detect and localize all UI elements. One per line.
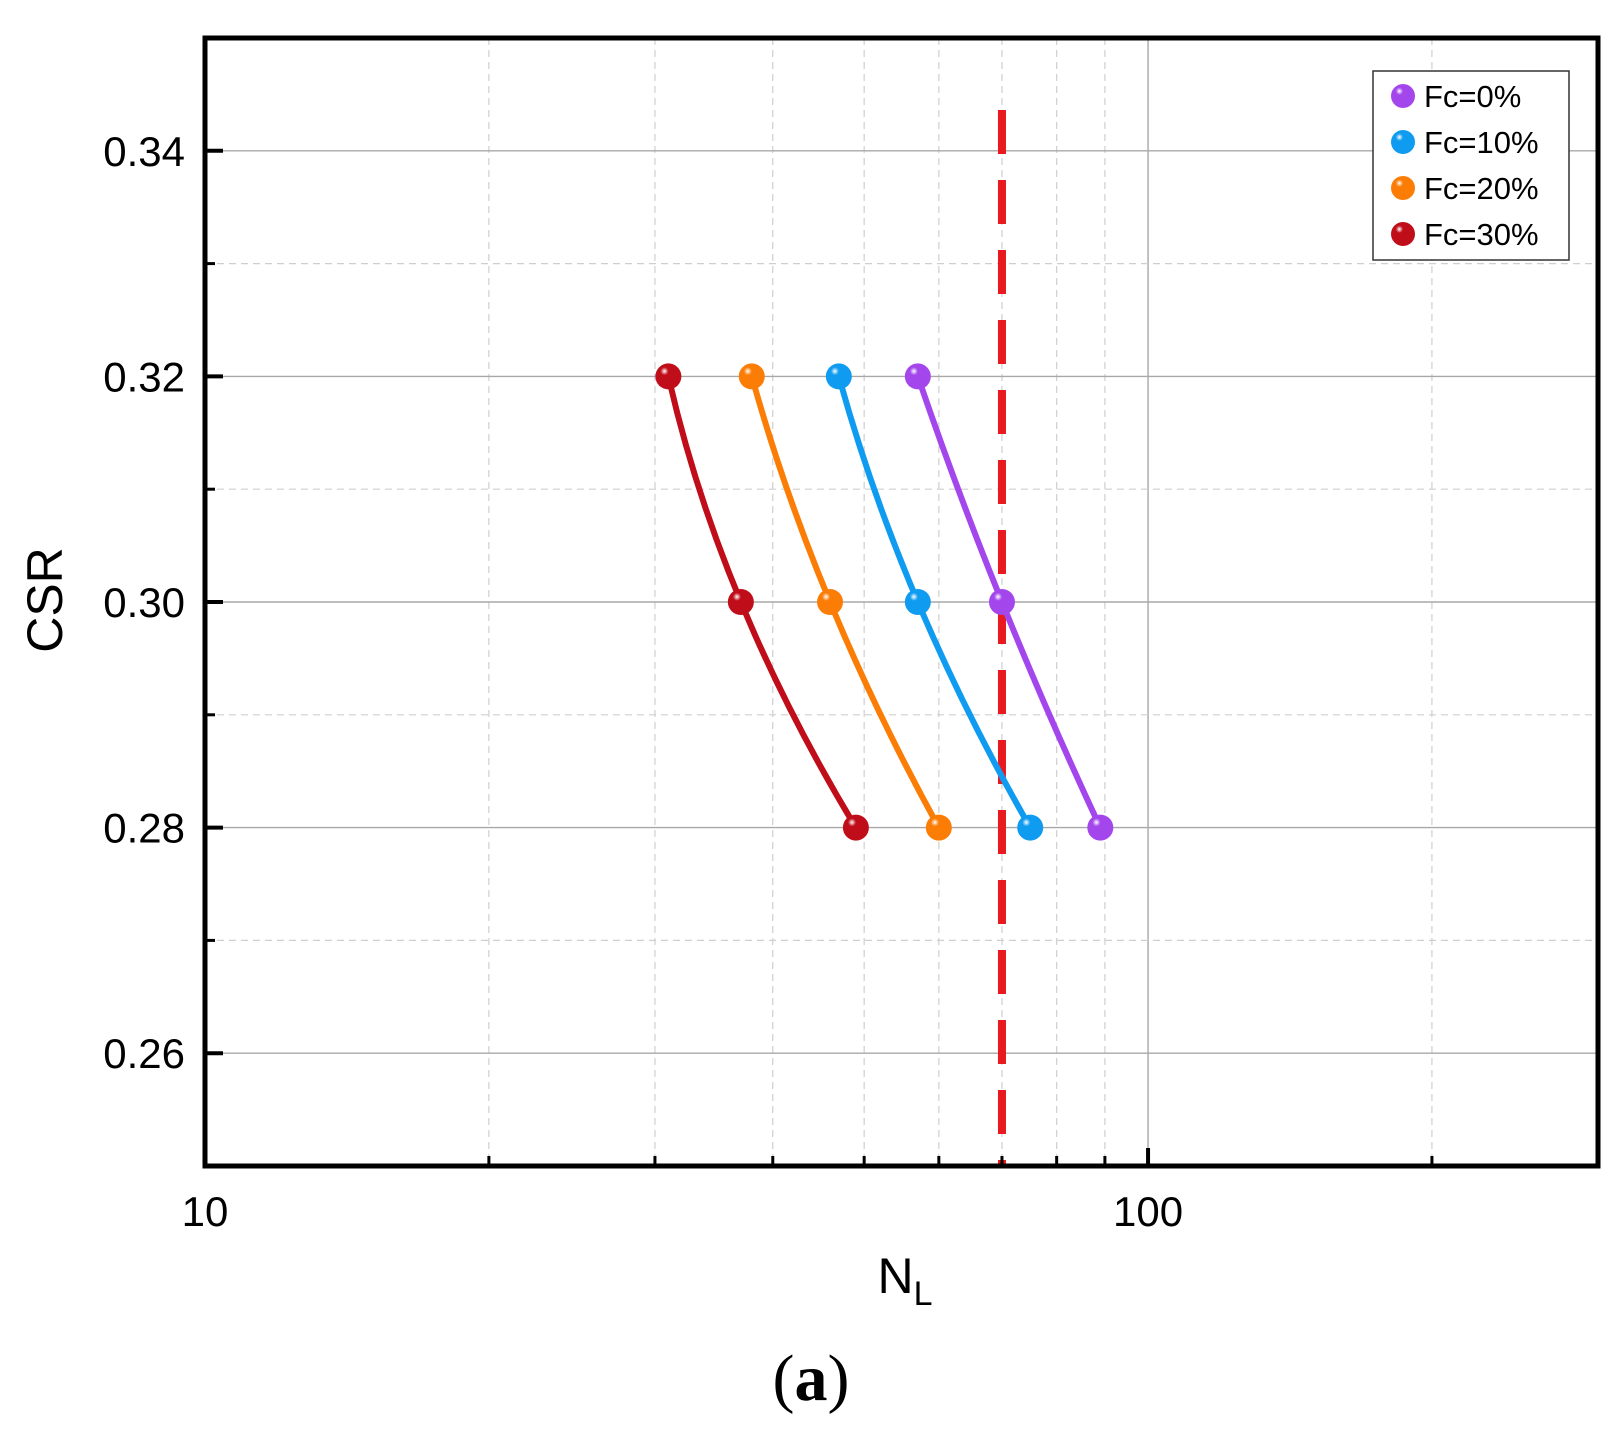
data-point: [842, 814, 869, 841]
data-point: [988, 589, 1015, 615]
data-point: [817, 589, 844, 615]
data-point: [655, 363, 682, 390]
x-tick-label: 10: [182, 1188, 229, 1235]
legend-marker: [1391, 176, 1415, 200]
data-point: [727, 589, 754, 615]
tick-labels: 10 100 0.26 0.28 0.30 0.32 0.34: [103, 128, 1183, 1235]
grid: [204, 38, 1598, 1166]
legend-marker: [1391, 130, 1415, 154]
y-tick-label: 0.26: [103, 1030, 185, 1077]
y-tick-label: 0.34: [103, 128, 185, 175]
data-point: [825, 363, 852, 390]
ticks: [203, 148, 1434, 1166]
y-tick-label: 0.28: [103, 805, 185, 852]
caption-open-paren: (: [773, 1342, 795, 1415]
data-point: [904, 363, 931, 390]
y-tick-label: 0.32: [103, 353, 185, 400]
x-tick-label: 100: [1113, 1188, 1183, 1235]
legend-label: Fc=10%: [1424, 125, 1539, 160]
legend-label: Fc=0%: [1424, 79, 1521, 114]
legend: Fc=0% Fc=10% Fc=20% Fc=30%: [1372, 70, 1570, 261]
x-axis-title-subscript: L: [914, 1275, 933, 1313]
x-axis-title-main: N: [877, 1248, 913, 1304]
y-tick-label: 0.30: [103, 579, 185, 626]
legend-label: Fc=30%: [1424, 217, 1539, 252]
legend-marker: [1391, 84, 1415, 108]
figure-caption: (a): [773, 1342, 850, 1415]
caption-letter: a: [795, 1342, 828, 1415]
x-axis-title: NL: [877, 1248, 932, 1313]
series-group: [655, 363, 1114, 841]
data-point: [738, 363, 765, 390]
y-axis-title: CSR: [17, 547, 73, 653]
data-point: [1087, 814, 1114, 841]
data-point: [925, 814, 952, 841]
data-point: [904, 589, 931, 615]
data-point: [1017, 814, 1044, 841]
legend-marker: [1391, 222, 1415, 246]
caption-close-paren: ): [828, 1342, 850, 1415]
legend-label: Fc=20%: [1424, 171, 1539, 206]
